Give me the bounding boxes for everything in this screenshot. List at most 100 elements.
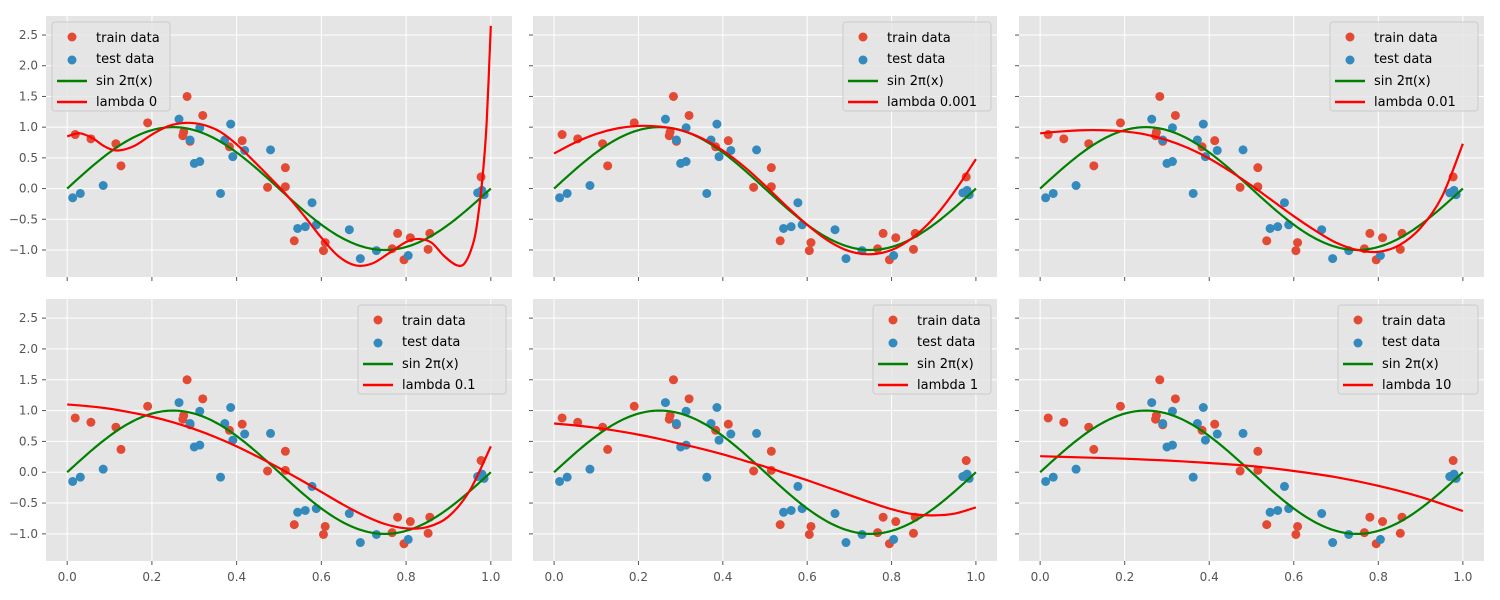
legend-train-label: train data (1382, 314, 1446, 329)
test-point (68, 193, 78, 203)
train-point (749, 182, 759, 192)
x-tick-label: 0.6 (1284, 570, 1303, 584)
legend-sine-label: sin 2π(x) (1374, 74, 1431, 89)
y-tick-label: −0.5 (9, 212, 38, 226)
train-point (1365, 512, 1375, 522)
test-point (1048, 472, 1058, 482)
legend-frame (357, 304, 507, 395)
test-point (1317, 509, 1327, 519)
test-point (266, 145, 276, 155)
true-sine-curve (553, 409, 977, 535)
train-point (603, 161, 613, 171)
test-point (293, 223, 303, 233)
legend: train data test data sin 2π(x) lambda 0 (51, 21, 171, 112)
test-point (712, 119, 722, 129)
test-point (841, 538, 851, 548)
train-point (393, 228, 403, 238)
train-point (182, 375, 192, 385)
legend-test-label: test data (917, 335, 975, 350)
test-point (702, 188, 712, 198)
test-point (1279, 481, 1289, 491)
legend: train data test data sin 2π(x) lambda 1 (872, 304, 992, 395)
test-point (195, 157, 205, 167)
legend-train-label: train data (96, 31, 160, 46)
legend-train-label: train data (917, 314, 981, 329)
test-point (300, 505, 310, 515)
test-point (786, 222, 796, 232)
legend-test-label: test data (402, 335, 460, 350)
test-point (355, 254, 365, 264)
train-point (263, 466, 273, 476)
legend-train-marker (888, 315, 898, 325)
test-point (779, 223, 789, 233)
test-point (585, 464, 595, 474)
test-point (98, 180, 108, 190)
plot-area (553, 91, 977, 265)
test-point (1265, 507, 1275, 517)
train-point (1115, 118, 1125, 128)
test-point (1375, 534, 1385, 544)
x-tick-label: 1.0 (481, 570, 500, 584)
train-point (557, 413, 567, 423)
train-point (86, 417, 96, 427)
test-point (1071, 464, 1081, 474)
legend-fit-label: lambda 10 (1382, 378, 1451, 393)
train-point (1210, 419, 1220, 429)
train-point (198, 110, 208, 120)
plot-area (1039, 91, 1464, 265)
test-point (1238, 145, 1248, 155)
test-point (793, 481, 803, 491)
subplot-5: 0.0 0.2 0.4 0.6 0.8 1.0 train data test data sin… (529, 299, 997, 584)
test-point (1167, 440, 1177, 450)
y-tick-label: −0.5 (9, 496, 38, 510)
test-point (1273, 222, 1283, 232)
plot-area (1039, 375, 1464, 549)
test-point (195, 440, 205, 450)
test-point (344, 225, 354, 235)
test-point (228, 152, 238, 162)
legend-train-marker (1353, 315, 1363, 325)
y-tick-label: 2.0 (19, 59, 38, 73)
train-point (665, 127, 675, 137)
y-tick-label: −1.0 (9, 243, 38, 257)
train-point (1378, 517, 1388, 527)
y-tick-label: 0.5 (19, 434, 38, 448)
train-point (1291, 529, 1301, 539)
train-point (1395, 528, 1405, 538)
y-tick-label: 2.0 (19, 342, 38, 356)
subplot-1: −1.0 −0.5 0.0 0.5 1.0 1.5 2.0 2.5 train data test… (9, 16, 512, 281)
test-point (1188, 472, 1198, 482)
train-point (116, 444, 126, 454)
legend-frame (1337, 304, 1479, 395)
test-point (714, 435, 724, 445)
legend: train data test data sin 2π(x) lambda 0.1 (357, 304, 507, 395)
train-point (423, 244, 433, 254)
test-point (1167, 157, 1177, 167)
y-tick-label: 0.0 (19, 182, 38, 196)
legend-test-marker (373, 338, 383, 348)
train-point (775, 520, 785, 530)
x-tick-label: 0.6 (312, 570, 331, 584)
train-point (237, 136, 247, 146)
test-point (702, 472, 712, 482)
legend-fit-label: lambda 0.01 (1374, 95, 1456, 110)
fit-curve (67, 403, 492, 530)
test-point (562, 472, 572, 482)
fit-curve (553, 124, 977, 256)
train-point (1059, 134, 1069, 144)
train-point (603, 444, 613, 454)
legend-train-marker (1345, 32, 1355, 42)
test-point (403, 534, 413, 544)
test-point (1198, 119, 1208, 129)
test-point (841, 254, 851, 264)
fit-curve (1040, 128, 1464, 254)
y-tick-label: 0.0 (19, 465, 38, 479)
x-tick-label: 0.8 (882, 570, 901, 584)
subplot-3: train data test data sin 2π(x) lambda 0.01 (1015, 16, 1484, 281)
legend-train-label: train data (887, 31, 951, 46)
plot-area (66, 25, 492, 267)
train-point (1151, 127, 1161, 137)
legend-frame (872, 304, 992, 395)
x-tick-label: 0.2 (1115, 570, 1134, 584)
